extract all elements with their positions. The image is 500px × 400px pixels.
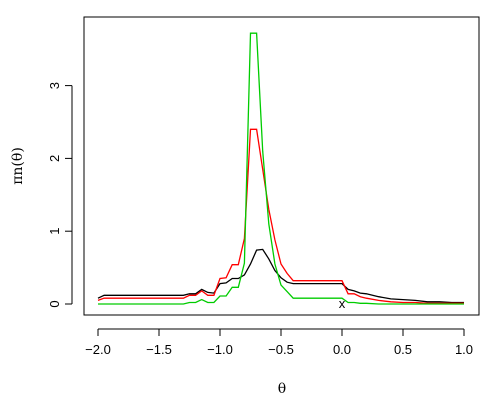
x-tick-label: −1.5 bbox=[146, 342, 172, 357]
y-tick-label: 2 bbox=[47, 155, 62, 162]
plot-frame bbox=[83, 16, 480, 316]
x-axis-label: θ bbox=[278, 381, 286, 397]
marker-layer: x bbox=[339, 296, 346, 311]
series-layer bbox=[97, 32, 464, 305]
y-tick-label: 3 bbox=[47, 82, 62, 89]
x-tick-label: −1.0 bbox=[207, 342, 233, 357]
y-axis: 0 1 2 3 bbox=[47, 82, 73, 308]
x-tick-label: −0.5 bbox=[268, 342, 294, 357]
x-tick-label: 1.0 bbox=[455, 342, 473, 357]
series-line-3 bbox=[98, 32, 464, 305]
y-tick-label: 1 bbox=[47, 228, 62, 235]
x-axis: −2.0 −1.5 −1.0 −0.5 0.0 0.5 1.0 bbox=[85, 328, 473, 357]
x-tick-label: 0.0 bbox=[333, 342, 351, 357]
series-line-1 bbox=[97, 248, 464, 304]
y-axis-label: πn(θ) bbox=[10, 147, 26, 185]
point-marker: x bbox=[339, 296, 346, 311]
y-tick-label: 0 bbox=[47, 300, 62, 307]
x-tick-label: 0.5 bbox=[394, 342, 412, 357]
x-tick-label: −2.0 bbox=[85, 342, 111, 357]
